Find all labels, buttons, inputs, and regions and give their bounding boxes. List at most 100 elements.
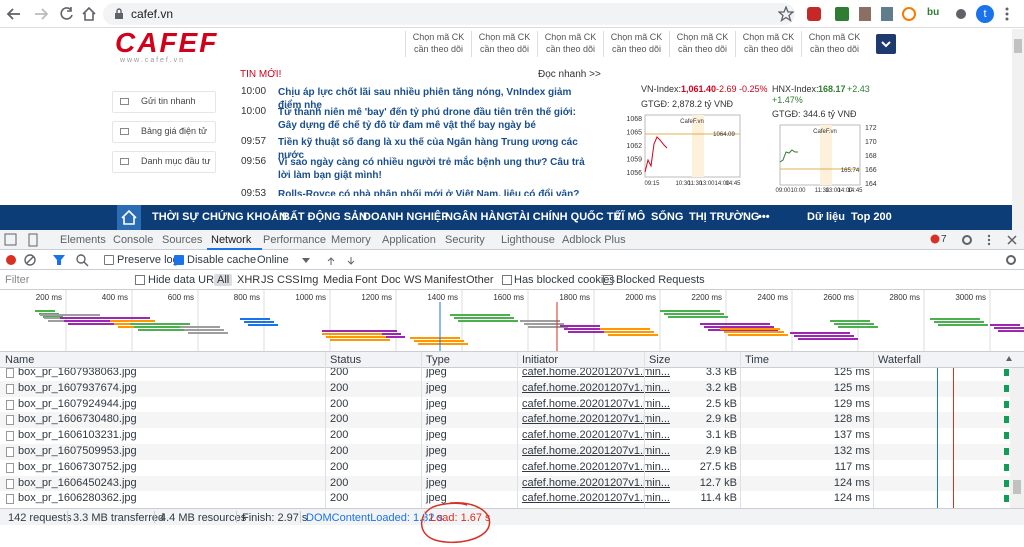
- nav-item[interactable]: BẤT ĐỘNG SẢN: [282, 211, 367, 223]
- url[interactable]: cafef.vn: [131, 7, 174, 21]
- row[interactable]: [0, 380, 1010, 397]
- has-blocked-cookies[interactable]: Has blocked cookies: [514, 274, 615, 286]
- throttling[interactable]: Online: [257, 254, 289, 266]
- row[interactable]: [0, 475, 1010, 492]
- clear[interactable]: [24, 254, 36, 266]
- watch-box[interactable]: Chọn mã CK cần theo dõi: [735, 31, 801, 57]
- cell-initiator[interactable]: cafef.home.20201207v1.min...: [522, 381, 670, 394]
- dropdown-button[interactable]: [876, 34, 896, 54]
- row[interactable]: [0, 444, 1010, 460]
- nav-item[interactable]: THỜI SỰ: [152, 211, 199, 223]
- more[interactable]: [987, 234, 991, 246]
- cell-initiator[interactable]: cafef.home.20201207v1.min...: [522, 397, 670, 410]
- device[interactable]: [28, 233, 38, 247]
- column-header[interactable]: Waterfall: [878, 354, 921, 366]
- home[interactable]: [82, 6, 96, 21]
- scroll-thumb[interactable]: [1014, 39, 1022, 53]
- news-title[interactable]: Từ thanh niên mê 'bay' đến tỷ phú drone …: [278, 107, 577, 131]
- filter-input[interactable]: Filter: [5, 274, 30, 286]
- side-menu-item[interactable]: [112, 121, 216, 143]
- inspect[interactable]: [4, 233, 17, 246]
- quick-read[interactable]: Đọc nhanh >>: [538, 69, 601, 80]
- preserve-log[interactable]: Preserve log: [117, 254, 179, 266]
- ext-icon[interactable]: [881, 7, 893, 21]
- ext-icon[interactable]: [859, 7, 871, 21]
- column-header[interactable]: Initiator: [522, 354, 559, 366]
- tab[interactable]: Application: [382, 234, 436, 246]
- row[interactable]: [0, 491, 1010, 508]
- reload[interactable]: [60, 7, 73, 20]
- cell-initiator[interactable]: cafef.home.20201207v1.min...: [522, 429, 670, 442]
- checkbox-checked[interactable]: [174, 255, 184, 265]
- bookmark-star[interactable]: [778, 6, 794, 22]
- row[interactable]: [0, 459, 1010, 476]
- tab[interactable]: Sources: [162, 234, 203, 246]
- forward[interactable]: [35, 8, 49, 20]
- watch-box[interactable]: Chọn mã CK cần theo dõi: [669, 31, 735, 57]
- filter-type[interactable]: Font: [355, 274, 378, 286]
- close[interactable]: [1007, 235, 1017, 245]
- tab[interactable]: Adblock Plus: [562, 234, 626, 246]
- ext-icon[interactable]: [807, 7, 821, 21]
- row[interactable]: [0, 368, 1010, 381]
- tab[interactable]: Elements: [60, 234, 106, 246]
- scroll-thumb[interactable]: [1013, 480, 1021, 494]
- nav-item[interactable]: •••: [758, 211, 770, 223]
- side-menu-label[interactable]: Danh mục đầu tư: [141, 156, 211, 166]
- filter-type[interactable]: Img: [300, 274, 319, 286]
- avatar[interactable]: t: [976, 5, 994, 23]
- address-bar[interactable]: [103, 3, 795, 25]
- settings[interactable]: [962, 235, 972, 245]
- row[interactable]: [0, 396, 1010, 413]
- record[interactable]: [6, 255, 16, 265]
- news-title[interactable]: Rolls-Royce có nhà phân phối mới ở Việt …: [278, 189, 580, 200]
- watch-box[interactable]: Chọn mã CK cần theo dõi: [801, 31, 867, 57]
- side-menu-item[interactable]: [112, 151, 216, 173]
- error-count[interactable]: 7: [941, 234, 947, 245]
- side-menu-label[interactable]: Bảng giá điện tử: [141, 126, 208, 136]
- filter-toggle[interactable]: [53, 255, 65, 265]
- side-menu-item[interactable]: [112, 91, 216, 113]
- filter-type[interactable]: Media: [323, 274, 353, 286]
- column-header[interactable]: Name: [5, 354, 35, 366]
- tab[interactable]: Lighthouse: [501, 234, 555, 246]
- filter-type[interactable]: CSS: [277, 274, 300, 286]
- column-header[interactable]: Type: [426, 354, 450, 366]
- filter-type[interactable]: Manifest: [424, 274, 466, 286]
- news-title[interactable]: Chịu áp lực chốt lãi sau nhiều phiên tăn…: [278, 87, 572, 111]
- column-header[interactable]: Time: [745, 354, 770, 366]
- checkbox[interactable]: [502, 275, 512, 285]
- row[interactable]: [0, 412, 1010, 429]
- home-button[interactable]: [117, 205, 141, 230]
- watch-box[interactable]: Chọn mã CK cần theo dõi: [405, 31, 471, 57]
- watch-box[interactable]: Chọn mã CK cần theo dõi: [603, 31, 669, 57]
- search[interactable]: [76, 254, 86, 264]
- checkbox[interactable]: [603, 275, 613, 285]
- tab[interactable]: Console: [113, 234, 154, 246]
- news-title[interactable]: Tiền kỹ thuật số đang là xu thế của Ngân…: [278, 137, 578, 161]
- ext-icon[interactable]: [902, 7, 916, 21]
- nav-item[interactable]: SỐNG: [651, 211, 684, 223]
- filter-type[interactable]: Other: [466, 274, 494, 286]
- tab[interactable]: Performance: [263, 234, 326, 246]
- nav-item[interactable]: DOANH NGHIỆP: [363, 211, 449, 223]
- watch-box[interactable]: Chọn mã CK cần theo dõi: [537, 31, 603, 57]
- nav-item[interactable]: VĨ MÔ: [614, 211, 646, 223]
- nav-item[interactable]: CHỨNG KHOÁN: [202, 211, 287, 223]
- blocked-requests[interactable]: Blocked Requests: [616, 274, 705, 286]
- nav-item[interactable]: NGÂN HÀNG: [445, 211, 513, 223]
- back[interactable]: [6, 8, 20, 20]
- column-header[interactable]: Status: [330, 354, 362, 366]
- cell-initiator[interactable]: cafef.home.20201207v1.min...: [522, 413, 670, 426]
- filter-type[interactable]: XHR: [237, 274, 261, 286]
- disable-cache[interactable]: Disable cache: [187, 254, 257, 266]
- filter-type[interactable]: JS: [261, 274, 274, 286]
- cell-initiator[interactable]: cafef.home.20201207v1.min...: [522, 492, 670, 505]
- filter-type[interactable]: All: [214, 274, 233, 286]
- filter-type[interactable]: Doc: [381, 274, 401, 286]
- column-header[interactable]: Size: [649, 354, 671, 366]
- watch-box[interactable]: Chọn mã CK cần theo dõi: [471, 31, 537, 57]
- nav-item[interactable]: TÀI CHÍNH QUỐC TẾ: [512, 211, 621, 223]
- extension-label[interactable]: bu: [927, 7, 940, 18]
- tab-active[interactable]: Network: [211, 234, 252, 246]
